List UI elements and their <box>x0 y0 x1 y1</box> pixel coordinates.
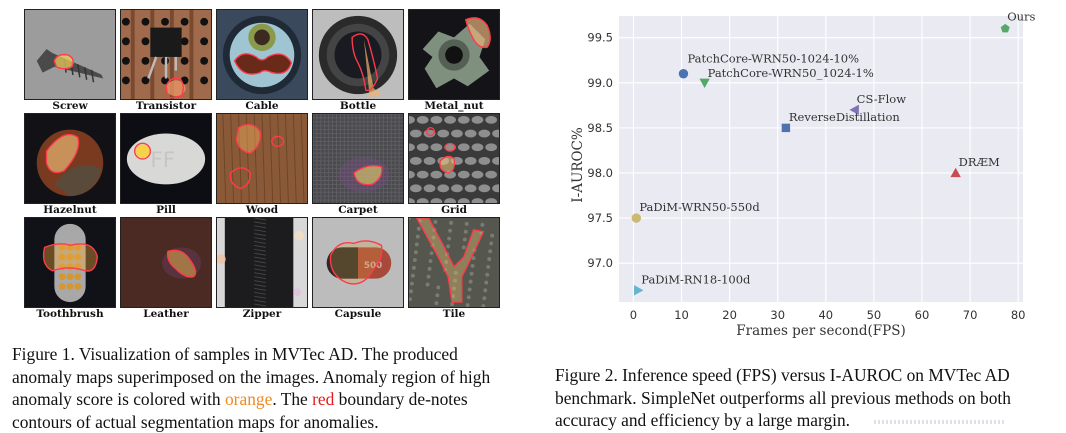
y-tick-label: 97.0 <box>587 256 613 270</box>
data-point-padim-rn18-100d <box>634 285 644 296</box>
x-tick-label: 80 <box>1011 308 1026 322</box>
data-point-ours <box>1000 23 1010 33</box>
sample-image-metalnut <box>408 9 500 100</box>
y-tick-label: 97.5 <box>587 211 613 225</box>
y-tick-label: 99.5 <box>587 31 613 45</box>
sample-label: Hazelnut <box>43 204 97 216</box>
data-label: Ours <box>1007 10 1035 24</box>
sample-label: Screw <box>52 100 88 112</box>
data-label: PatchCore-WRN50_1024-1% <box>708 66 874 80</box>
sample-label: Leather <box>143 308 189 320</box>
sample-image-grid <box>408 113 500 204</box>
sample-label: Capsule <box>334 308 382 320</box>
sample-label: Wood <box>245 204 279 216</box>
sample-label: Pill <box>156 204 176 216</box>
sample-image-carpet <box>312 113 404 204</box>
y-axis-label: I-AUROC% <box>570 127 586 203</box>
sample-label: Toothbrush <box>36 308 104 320</box>
caption-text: . The <box>272 389 313 409</box>
sample-image-leather <box>120 217 212 308</box>
data-label: CS-Flow <box>857 92 907 106</box>
sample-label: Carpet <box>338 204 378 216</box>
svg-text:FF: FF <box>150 148 175 173</box>
x-tick-label: 10 <box>674 308 689 322</box>
y-tick-label: 98.5 <box>587 121 613 135</box>
sample-image-toothbrush <box>24 217 116 308</box>
data-point-dr-m <box>950 167 961 178</box>
sample-image-transistor <box>120 9 212 100</box>
sample-image-zipper <box>216 217 308 308</box>
data-label: DRÆM <box>959 155 1000 169</box>
x-tick-label: 20 <box>722 308 737 322</box>
y-tick-label: 98.0 <box>587 166 613 180</box>
sample-label: Cable <box>245 100 279 112</box>
caption-red-word: red <box>312 389 335 409</box>
x-tick-label: 40 <box>818 308 833 322</box>
sample-label: Zipper <box>242 308 282 320</box>
sample-image-pill: FF <box>120 113 212 204</box>
x-tick-label: 60 <box>915 308 930 322</box>
figure2-caption: Figure 2. Inference speed (FPS) versus I… <box>555 364 1055 432</box>
sample-image-tile <box>408 217 500 308</box>
sample-image-bottle <box>312 9 404 100</box>
sample-label: Tile <box>442 308 466 320</box>
y-tick-label: 99.0 <box>587 76 613 90</box>
sample-label: Transistor <box>135 100 197 112</box>
capsule-print: 500 <box>364 261 382 271</box>
data-point-padim-wrn50-550d <box>631 213 642 223</box>
figure1-caption: Figure 1. Visualization of samples in MV… <box>12 343 512 433</box>
data-point-reversedistillation <box>781 123 791 133</box>
data-label: ReverseDistillation <box>789 110 901 124</box>
sample-label: Metal_nut <box>424 100 484 112</box>
data-label: PatchCore-WRN50-1024-10% <box>687 52 859 66</box>
data-label: PaDiM-WRN50-550d <box>639 200 760 214</box>
caption-text: Figure 1. Visualization of samples in MV… <box>12 344 491 409</box>
sample-image-wood <box>216 113 308 204</box>
plot-background <box>619 16 1023 302</box>
sample-image-screw <box>24 9 116 100</box>
figure1-image-grid: Screw Transistor Cable Bottle Metal_nut Hazel… <box>24 9 500 324</box>
sample-label: Bottle <box>339 100 377 112</box>
sample-label: Grid <box>441 204 467 216</box>
sample-image-hazelnut <box>24 113 116 204</box>
data-point-cs-flow <box>849 104 859 116</box>
caption-text: boundary de-notes contours of actual seg… <box>12 389 468 432</box>
figure2-scatter-chart: 0 10 20 30 40 50 60 70 80 97.0 97.5 98.0 98.5 99.0 99.… <box>570 10 1036 339</box>
scan-artifact <box>874 420 1005 424</box>
data-point-patchcore-wrn50-1024-10- <box>678 69 689 79</box>
x-axis-label: Frames per second(FPS) <box>736 323 905 339</box>
sample-image-cable <box>216 9 308 100</box>
data-point-patchcore-wrn50-1024-1- <box>699 78 710 88</box>
caption-text: Figure 2. Inference speed (FPS) versus I… <box>555 365 1011 430</box>
x-tick-label: 30 <box>770 308 785 322</box>
x-tick-label: 70 <box>963 308 978 322</box>
caption-orange-word: orange <box>224 389 273 409</box>
sample-image-capsule: 500 <box>312 217 404 308</box>
x-tick-label: 50 <box>867 308 882 322</box>
data-label: PaDiM-RN18-100d <box>641 272 751 286</box>
x-tick-label: 0 <box>630 308 637 322</box>
